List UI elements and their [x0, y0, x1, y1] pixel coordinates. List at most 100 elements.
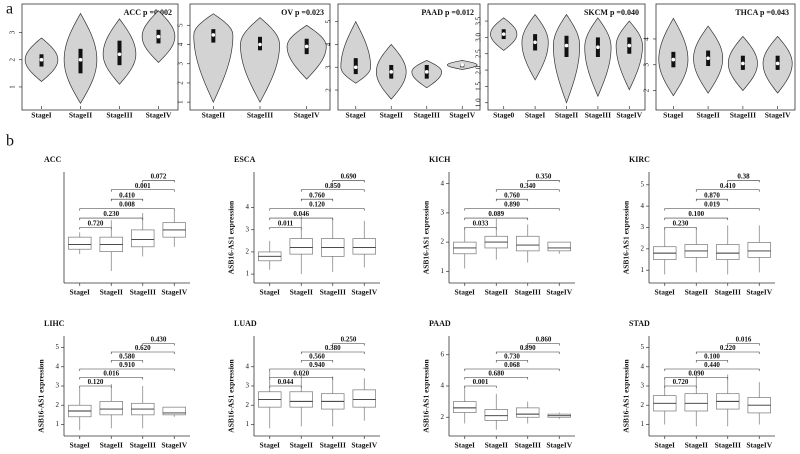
- comparison-bracket: [664, 217, 729, 221]
- comparison-bracket: [332, 180, 365, 183]
- comparison-bracket: [110, 351, 175, 354]
- y-tick-label: 2: [325, 88, 333, 92]
- y-tick-label: 4: [441, 382, 445, 390]
- violin: [193, 13, 234, 103]
- comparison-bracket: [464, 217, 529, 221]
- p-value-label: 0.068: [504, 361, 520, 369]
- x-tick-label: StageI: [655, 288, 675, 297]
- x-tick-label: StageII: [685, 441, 708, 450]
- comparison-bracket: [464, 208, 560, 211]
- y-axis-label: ASB16-AS1 expression: [622, 358, 631, 432]
- y-tick-label: 5: [56, 343, 60, 351]
- y-tick-label: 1: [246, 420, 250, 428]
- comparison-bracket: [110, 198, 144, 202]
- y-tick-label: 2: [641, 401, 645, 409]
- x-tick-label: StageI: [260, 288, 280, 297]
- comparison-bracket: [664, 208, 760, 211]
- violin-median: [211, 33, 216, 37]
- panel-label: b: [6, 133, 14, 150]
- violin: [340, 20, 371, 84]
- comparison-bracket: [79, 368, 175, 371]
- y-tick-label: 4: [643, 37, 651, 41]
- y-tick-label: 2: [441, 238, 445, 246]
- p-value-label: 0.089: [488, 210, 504, 218]
- p-value-label: 0.011: [278, 220, 294, 228]
- panel-frame: [337, 3, 481, 111]
- y-tick-label: 3: [643, 62, 651, 66]
- panel-frame: [487, 3, 646, 111]
- p-value-label: 0.690: [341, 172, 357, 180]
- box: [289, 391, 313, 408]
- comparison-bracket: [727, 343, 760, 346]
- panel-frame: [21, 3, 179, 111]
- x-tick-label: StageIV: [546, 441, 572, 450]
- y-tick-label: 2: [177, 81, 185, 85]
- comparison-bracket: [664, 377, 729, 380]
- violin-median: [501, 32, 506, 36]
- box: [684, 393, 708, 412]
- panel-title: STAD: [629, 319, 650, 328]
- y-tick-label: 4: [177, 42, 185, 46]
- box: [547, 241, 571, 252]
- p-value-label: 0.760: [309, 191, 325, 199]
- x-tick-label: StageIII: [515, 288, 541, 297]
- panel-title: KICH: [429, 155, 451, 164]
- comparison-bracket: [332, 343, 365, 346]
- y-tick-label: 3: [441, 209, 445, 217]
- violin-median: [596, 45, 600, 49]
- x-tick-label: StageIV: [351, 441, 377, 450]
- p-value-label: 0.430: [151, 336, 167, 344]
- comparison-bracket: [142, 180, 175, 183]
- y-tick-label: 2: [246, 248, 250, 256]
- violin-median: [389, 70, 394, 74]
- p-value-label: 0.090: [688, 370, 704, 378]
- p-value-label: 0.940: [309, 361, 325, 369]
- p-value-label: 0.340: [520, 182, 536, 190]
- y-tick-label: 5: [177, 23, 185, 27]
- violin-median: [564, 43, 569, 48]
- x-tick-label: StageII: [380, 111, 403, 120]
- violin-median: [258, 42, 262, 47]
- x-tick-label: StageI: [346, 111, 366, 120]
- box: [453, 401, 477, 413]
- x-tick-label: StageIII: [730, 111, 756, 120]
- x-tick-label: StageII: [485, 288, 508, 297]
- violin-median: [775, 61, 780, 66]
- y-axis-label: ASB16-AS1 expression: [422, 358, 431, 432]
- comparison-bracket: [695, 189, 760, 192]
- comparison-bracket: [527, 343, 560, 346]
- panel-title: LUAD: [234, 319, 257, 328]
- y-tick-label: 3: [641, 382, 645, 390]
- x-tick-label: StageIV: [765, 111, 791, 120]
- y-tick-label: 1: [641, 420, 645, 428]
- box: [162, 406, 186, 416]
- x-tick-label: StageIII: [130, 288, 156, 297]
- x-tick-label: StageI: [260, 441, 280, 450]
- comparison-bracket: [79, 227, 112, 230]
- p-value-label: 0.230: [103, 210, 119, 218]
- y-tick-label: 2: [641, 244, 645, 252]
- comparison-bracket: [269, 385, 302, 388]
- comparison-bracket: [142, 343, 175, 346]
- panel-title: ESCA: [234, 155, 256, 164]
- p-value-label: 0.720: [88, 220, 104, 228]
- comparison-bracket: [79, 217, 144, 221]
- violin: [240, 17, 280, 103]
- box: [352, 389, 376, 408]
- x-tick-label: StageIV: [146, 111, 172, 120]
- p-value-label: 0.250: [341, 336, 357, 344]
- x-tick-label: StageI: [31, 111, 51, 120]
- y-axis-label: ASB16-AS1 expression: [37, 358, 46, 432]
- x-tick-label: StageII: [202, 111, 225, 120]
- x-tick-label: StageIII: [247, 111, 273, 120]
- y-tick-label: 1: [246, 270, 250, 278]
- y-tick-label: 3: [246, 382, 250, 390]
- violin-median: [741, 61, 745, 66]
- panel-title: PAAD: [429, 319, 451, 328]
- x-tick-label: StageIII: [130, 441, 156, 450]
- x-tick-label: StageII: [485, 441, 508, 450]
- box: [516, 407, 540, 418]
- y-tick-label: 1.5: [475, 82, 483, 91]
- p-value-label: 0.720: [673, 378, 689, 386]
